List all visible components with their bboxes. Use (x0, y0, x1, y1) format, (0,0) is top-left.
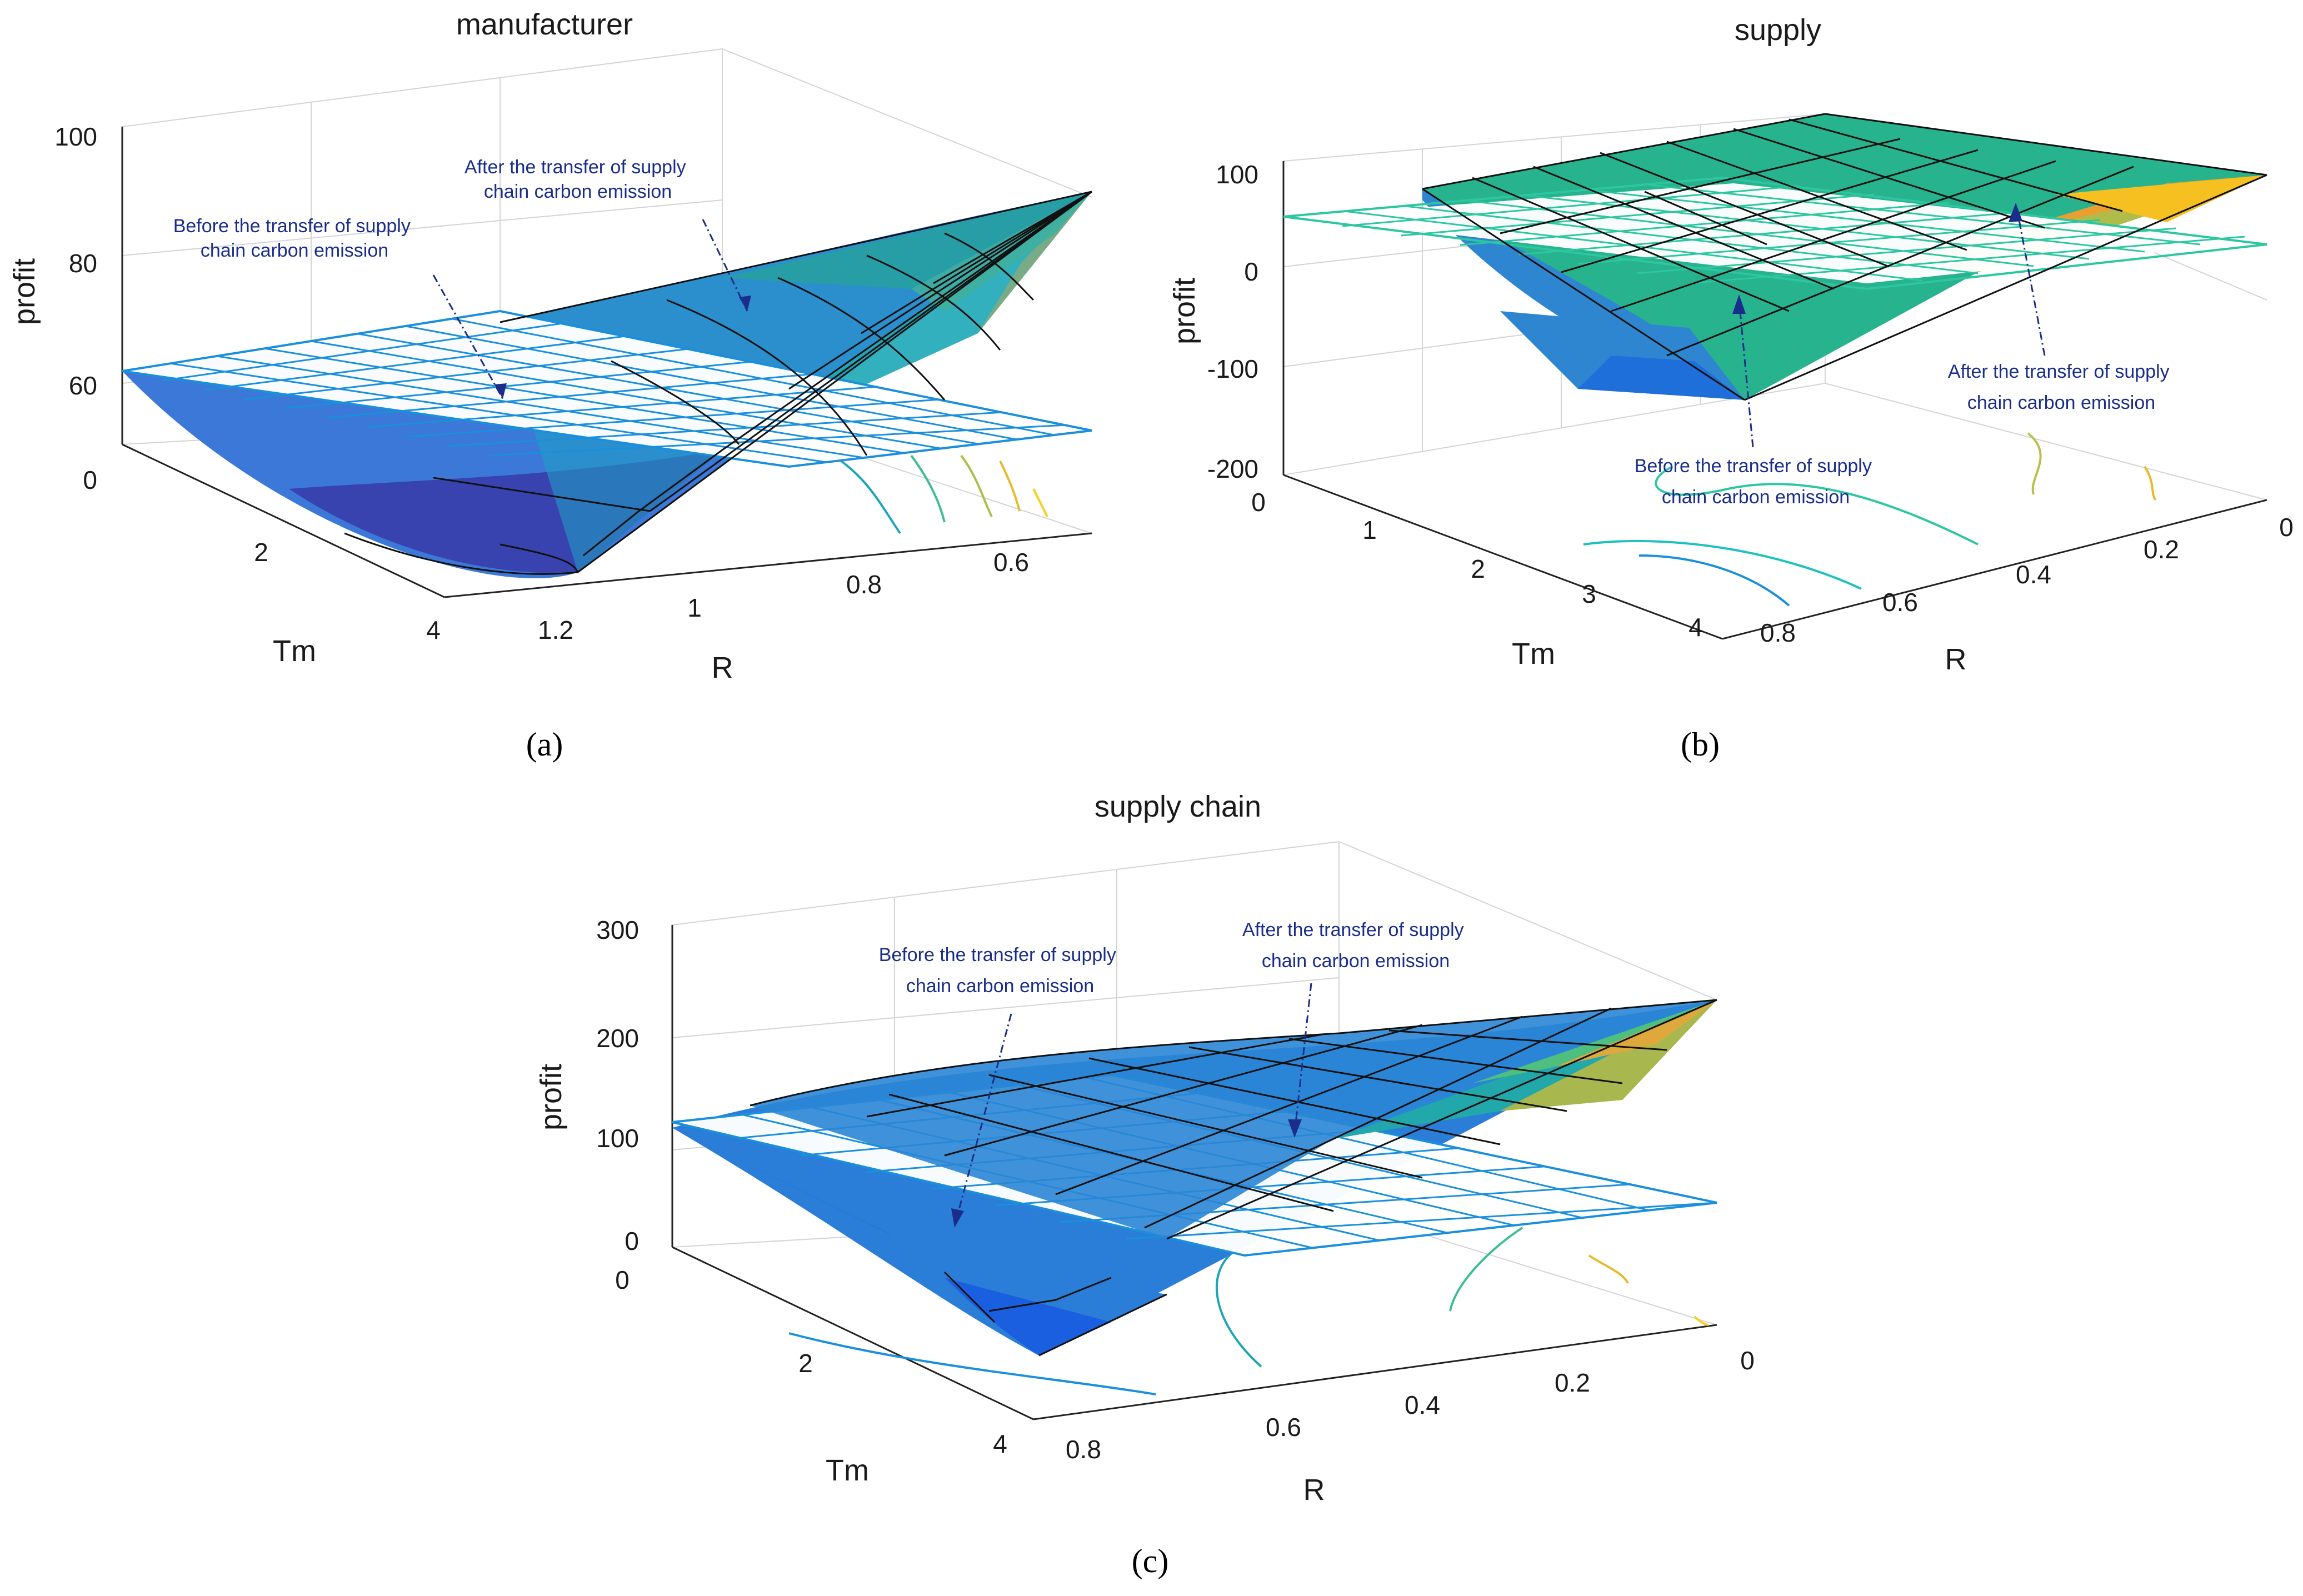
panel-b-ytick-1: 0.6 (1882, 588, 1918, 617)
arrow-heads (494, 296, 751, 399)
plane-before (1283, 176, 2267, 400)
axes-lines (671, 925, 1717, 1420)
annotation-line: Before the transfer of supply (173, 216, 411, 237)
panel-c-ylabel: R (1303, 1473, 1325, 1507)
panel-supply-chain (671, 840, 1717, 1420)
annotation-arrows (1738, 208, 2046, 448)
panel-a-caption: (a) (526, 726, 563, 763)
annotation-line: chain carbon emission (201, 240, 388, 261)
panel-b-ytick-2: 0.4 (2016, 560, 2051, 589)
panel-c-annotation-after: After the transfer of supply chain carbo… (1242, 919, 1469, 972)
panel-b-ztick-2: -100 (1207, 354, 1258, 383)
panel-c-ytick-3: 0.2 (1555, 1368, 1590, 1397)
panel-b-title: supply (1735, 13, 1821, 47)
panel-b-xtick-4: 4 (1688, 613, 1703, 642)
panel-a-xtick-0: 2 (254, 538, 268, 567)
annotation-line: chain carbon emission (1662, 487, 1850, 508)
panel-b-ztick-3: -200 (1207, 454, 1258, 483)
panel-c-zlabel: profit (534, 1064, 568, 1130)
panel-b-caption: (b) (1681, 726, 1720, 763)
axes-lines (1282, 161, 2267, 640)
panel-c-xlabel: Tm (826, 1454, 869, 1487)
annotation-line: chain carbon emission (1262, 950, 1450, 972)
panel-b-xtick-0: 0 (1251, 488, 1266, 517)
panel-c-ytick-2: 0.4 (1405, 1390, 1440, 1419)
plane-before (672, 1000, 1717, 1355)
panel-a-annotation-before: Before the transfer of supply chain carb… (173, 216, 416, 261)
panel-c-xtick-0: 0 (615, 1265, 630, 1294)
panel-supply (1282, 113, 2267, 640)
panel-b-xlabel: Tm (1512, 637, 1555, 671)
panel-b-ytick-4: 0 (2279, 513, 2294, 542)
panel-a-ztick-3: 100 (54, 122, 97, 151)
panel-manufacturer (121, 48, 1092, 598)
annotation-line: Before the transfer of supply (1635, 456, 1872, 477)
panel-c-caption: (c) (1132, 1543, 1169, 1579)
panel-c-ztick-1: 200 (596, 1024, 639, 1053)
panel-b-zlabel: profit (1168, 278, 1201, 344)
annotation-arrows (432, 219, 748, 399)
panel-c-ztick-3: 0 (625, 1227, 639, 1255)
annotation-line: After the transfer of supply (464, 157, 686, 178)
panel-a-xtick-1: 4 (426, 616, 441, 644)
plane-before (122, 309, 1092, 468)
panel-a-ylabel: R (712, 651, 733, 684)
annotation-line: chain carbon emission (484, 181, 672, 202)
panel-b-annotation-after: After the transfer of supply chain carbo… (1948, 361, 2175, 413)
surface-mesh (750, 999, 1717, 1357)
panel-a-ztick-1: 60 (69, 371, 97, 400)
panel-b-xtick-2: 2 (1471, 554, 1485, 583)
panel-a-ztick-2: 80 (69, 249, 97, 278)
panel-c-annotation-before: Before the transfer of supply chain carb… (879, 944, 1122, 997)
panel-c-xtick-1: 2 (798, 1349, 813, 1378)
panel-c-ztick-0: 300 (596, 915, 639, 944)
axes-lines (121, 127, 1092, 598)
panel-b-ztick-1: 0 (1244, 257, 1258, 286)
panel-a-ytick-3: 0.6 (993, 548, 1029, 577)
annotation-arrows (955, 983, 1312, 1223)
panel-c-ztick-2: 100 (596, 1124, 639, 1153)
panel-b-ylabel: R (1945, 643, 1967, 676)
panel-b-ztick-0: 100 (1216, 160, 1258, 189)
panel-c-ytick-1: 0.6 (1266, 1413, 1301, 1442)
arrow-heads (1732, 203, 2022, 314)
annotation-line: After the transfer of supply (1948, 361, 2170, 382)
panel-a-xlabel: Tm (273, 634, 316, 668)
panel-c-title: supply chain (1095, 790, 1261, 823)
panel-a-annotation-after: After the transfer of supply chain carbo… (464, 157, 691, 202)
annotation-line: chain carbon emission (906, 975, 1094, 997)
surface-mesh (1422, 113, 2267, 401)
annotation-line: After the transfer of supply (1242, 919, 1464, 940)
panel-a-title: manufacturer (456, 8, 633, 41)
panel-c-ytick-0: 0.8 (1066, 1435, 1101, 1464)
panel-c-ytick-4: 0 (1740, 1346, 1755, 1375)
floor-contours (832, 454, 1048, 534)
panel-b-xtick-3: 3 (1582, 579, 1596, 608)
panel-a-ytick-2: 0.8 (846, 570, 882, 599)
annotation-line: chain carbon emission (1967, 392, 2155, 413)
floor-contours (1583, 432, 2157, 607)
panel-a-ytick-0: 1.2 (538, 616, 573, 644)
arrow-heads (951, 1119, 1302, 1228)
panel-b-ytick-0: 0.8 (1760, 618, 1796, 647)
panel-a-zlabel: profit (8, 258, 41, 325)
annotation-line: Before the transfer of supply (879, 944, 1116, 965)
panel-b-annotation-before: Before the transfer of supply chain carb… (1635, 456, 1877, 508)
panel-a-ytick-1: 1 (687, 593, 702, 622)
panel-a-ztick-0: 0 (83, 466, 97, 494)
surface-mesh (344, 191, 1092, 575)
panel-c-xtick-2: 4 (993, 1429, 1007, 1458)
panel-b-xtick-1: 1 (1362, 516, 1377, 544)
panel-b-ytick-3: 0.2 (2144, 535, 2179, 564)
